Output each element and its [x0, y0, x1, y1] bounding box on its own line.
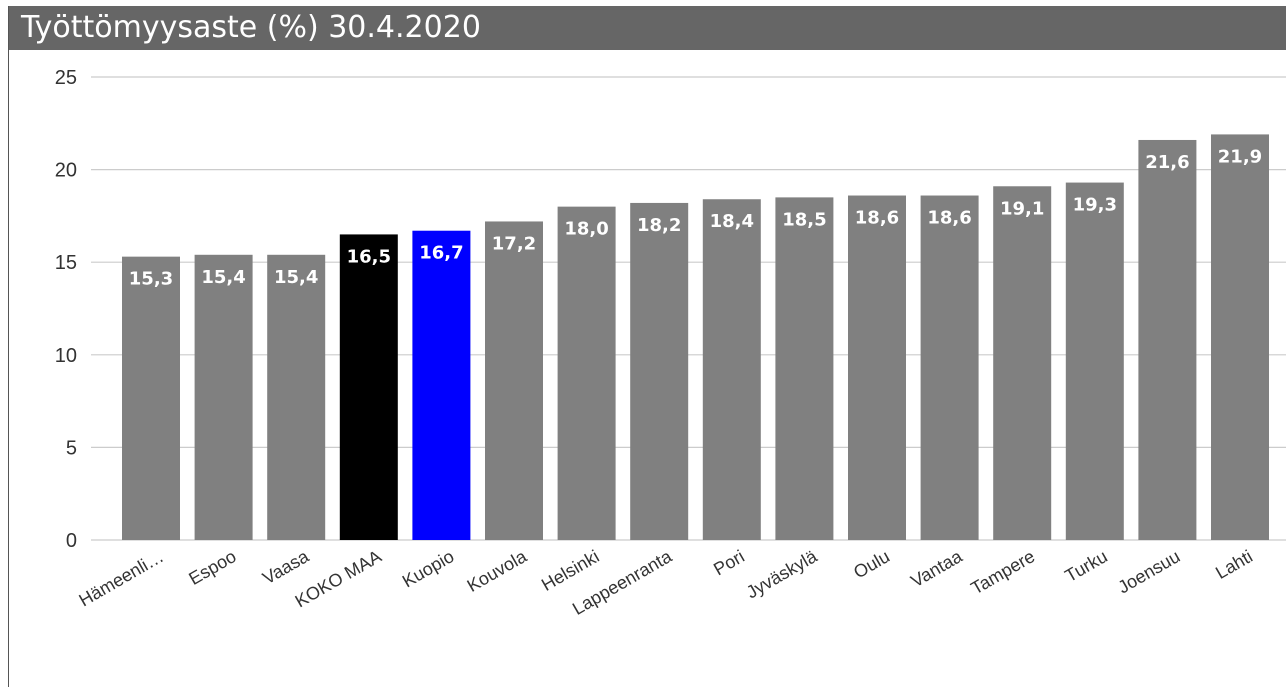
- y-tick-label: 10: [55, 345, 77, 367]
- bar: [920, 195, 979, 540]
- chart-title: Työttömyysaste (%) 30.4.2020: [21, 10, 481, 45]
- x-tick-label: Hämeenli…: [76, 546, 167, 610]
- data-label: 18,0: [564, 219, 608, 240]
- data-label: 18,6: [855, 208, 899, 229]
- data-label: 18,4: [710, 211, 754, 232]
- y-tick-label: 0: [66, 530, 77, 552]
- x-tick-label: Kouvola: [464, 546, 531, 596]
- data-label: 17,2: [492, 233, 536, 254]
- bar: [630, 202, 689, 540]
- y-tick-label: 20: [55, 160, 77, 182]
- bar: [412, 230, 471, 540]
- bar: [1138, 139, 1197, 540]
- x-tick-label: Lahti: [1212, 546, 1256, 583]
- data-label: 15,4: [201, 267, 245, 288]
- data-label: 15,4: [274, 267, 318, 288]
- y-tick-label: 25: [55, 67, 77, 89]
- x-tick-label: Vaasa: [259, 546, 313, 589]
- bar: [1211, 134, 1269, 541]
- data-label: 19,3: [1073, 195, 1117, 216]
- title-bar: Työttömyysaste (%) 30.4.2020: [9, 6, 1286, 50]
- x-tick-label: Tampere: [968, 546, 1039, 598]
- bar: [775, 197, 834, 540]
- bar: [702, 199, 761, 540]
- x-tick-label: Espoo: [185, 546, 239, 589]
- y-tick-label: 5: [66, 437, 77, 459]
- bar: [485, 221, 543, 540]
- bar: [993, 186, 1052, 540]
- bar: [122, 256, 180, 540]
- data-label: 15,3: [129, 269, 173, 290]
- bar-chart: 0 5 10 15 20 25 15,3 Hämeenli… 15,4 Espoo 15,4 Vaas…: [55, 67, 1286, 619]
- bar: [339, 234, 398, 541]
- data-label: 18,5: [782, 209, 826, 230]
- x-tick-label: Turku: [1062, 546, 1111, 586]
- data-label: 16,7: [419, 243, 463, 264]
- x-tick-label: Pori: [710, 546, 748, 579]
- bar: [194, 254, 253, 541]
- bar: [848, 195, 906, 540]
- data-label: 18,2: [637, 215, 681, 236]
- bar: [557, 206, 616, 540]
- x-tick-label: Kuopio: [399, 546, 458, 591]
- chart-panel: 0 5 10 15 20 25 15,3 Hämeenli… 15,4 Espoo 15,4 Vaas…: [8, 6, 1286, 687]
- data-label: 21,6: [1145, 152, 1189, 173]
- x-tick-label: Oulu: [850, 546, 893, 582]
- x-tick-label: Jyväskylä: [743, 546, 821, 603]
- data-label: 19,1: [1000, 198, 1044, 219]
- data-label: 21,9: [1218, 146, 1262, 167]
- data-label: 16,5: [347, 246, 391, 267]
- data-label: 18,6: [927, 208, 971, 229]
- y-tick-label: 15: [55, 252, 77, 274]
- x-tick-label: Joensuu: [1114, 546, 1183, 597]
- bar: [1065, 182, 1124, 540]
- x-tick-label: Vantaa: [907, 546, 966, 592]
- bar: [267, 254, 326, 541]
